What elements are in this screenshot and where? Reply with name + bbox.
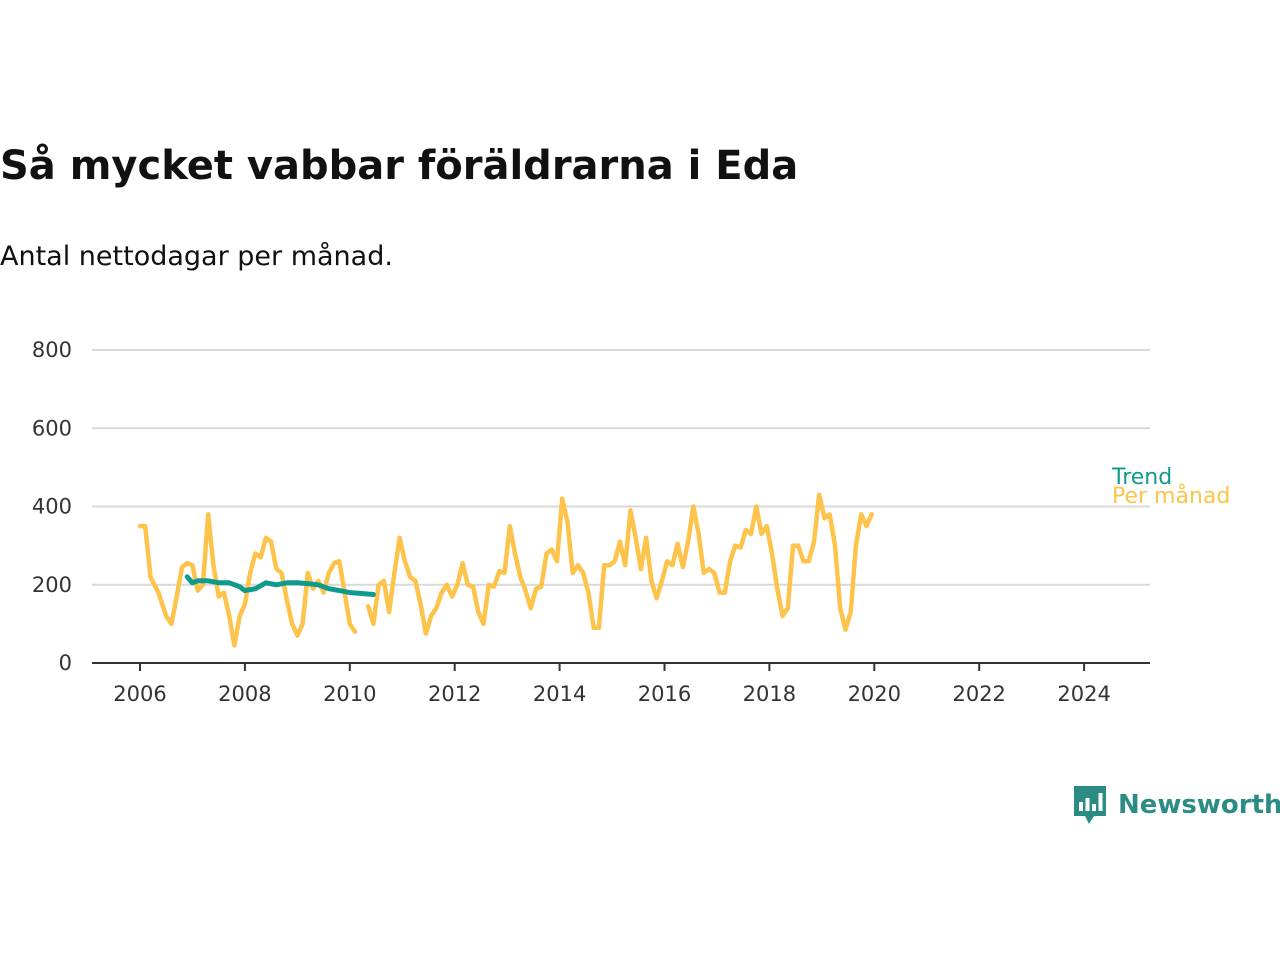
series-lines	[137, 492, 874, 648]
chart-title: Så mycket vabbar föräldrarna i Eda	[0, 143, 799, 189]
x-tick: 2014	[533, 663, 586, 706]
x-tick-label: 2012	[428, 682, 481, 706]
brand-name: Newsworthy	[1118, 790, 1280, 820]
brand-logo: Newsworthy	[1072, 784, 1280, 826]
x-tick-label: 2018	[743, 682, 796, 706]
x-tick-label: 2008	[218, 682, 271, 706]
chart-subtitle: Antal nettodagar per månad.	[0, 241, 393, 272]
y-tick: 800	[32, 338, 72, 362]
y-tick: 400	[32, 495, 72, 519]
x-tick-label: 2014	[533, 682, 586, 706]
x-tick-label: 2006	[113, 682, 166, 706]
y-tick-label: 600	[32, 416, 72, 440]
y-axis: 0 200 400 600 800	[32, 338, 72, 675]
x-tick-label: 2016	[638, 682, 691, 706]
x-tick: 2022	[952, 663, 1006, 706]
x-axis: 2006 2008 2010 2012 2014 2016 2018 2020 2022 2024	[92, 662, 1150, 706]
x-tick-label: 2020	[848, 682, 901, 706]
x-tick-label: 2010	[323, 682, 376, 706]
x-tick: 2024	[1057, 663, 1111, 706]
x-tick-label: 2022	[952, 682, 1005, 706]
y-tick-label: 200	[32, 573, 72, 597]
y-tick: 0	[59, 651, 72, 675]
y-tick: 600	[32, 416, 72, 440]
x-tick-label: 2024	[1057, 682, 1110, 706]
x-tick: 2006	[113, 663, 167, 706]
x-tick: 2018	[743, 663, 796, 706]
x-tick: 2010	[323, 663, 377, 706]
monthly-line-segment	[137, 512, 358, 648]
monthly-series-label: Per månad	[1112, 483, 1230, 509]
y-tick-label: 400	[32, 495, 72, 519]
y-tick: 200	[32, 573, 72, 597]
trend-series-label: Trend	[1111, 465, 1172, 490]
y-tick-label: 800	[32, 338, 72, 362]
x-tick: 2012	[428, 663, 481, 706]
monthly-line-segment	[365, 492, 874, 636]
x-tick: 2008	[218, 663, 272, 706]
bar-chart-speech-bubble-icon	[1074, 786, 1106, 824]
x-tick: 2016	[638, 663, 691, 706]
y-tick-label: 0	[59, 651, 72, 675]
trend-line-segment	[184, 574, 376, 597]
x-tick: 2020	[848, 663, 901, 706]
